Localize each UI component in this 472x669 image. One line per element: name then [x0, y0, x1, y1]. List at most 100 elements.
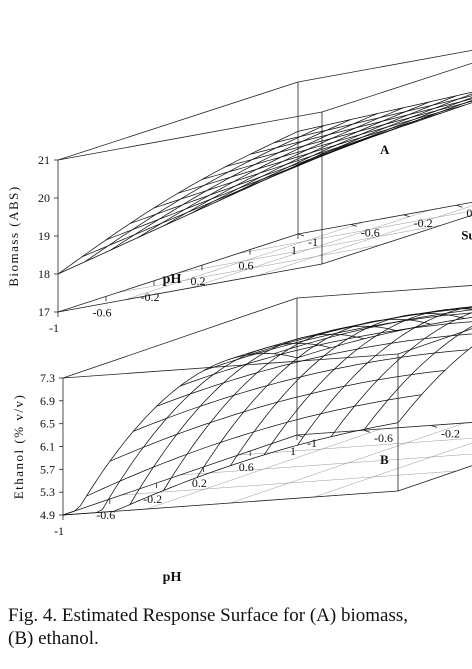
box-edge [321, 214, 472, 265]
floor-grid-line [255, 205, 472, 277]
z-tick-label: 6.9 [40, 394, 55, 408]
x-tick-label: -0.6 [93, 305, 112, 319]
mesh-line [364, 325, 472, 430]
y-tick-label: -0.2 [441, 426, 460, 440]
box-edge [297, 49, 472, 83]
y-tick [363, 429, 371, 433]
y-tick-label: -1 [307, 436, 317, 450]
z-tick-label: 7.3 [40, 371, 55, 385]
mesh-line [273, 95, 472, 144]
box-edge [296, 285, 472, 299]
box-edge [57, 111, 323, 161]
y-tick [350, 224, 357, 227]
box-edge [297, 201, 472, 235]
mesh-line [249, 98, 472, 155]
mesh-line [96, 343, 331, 513]
mesh-line [297, 306, 472, 446]
z-tick-label: 6.1 [40, 440, 55, 454]
mesh-line [189, 101, 431, 215]
x-tick-label: 0.6 [239, 460, 254, 474]
mesh-line [225, 100, 472, 167]
x-axis-label: pH [163, 272, 182, 287]
mesh-line [297, 91, 472, 132]
z-axis-label: Biomass (ABS) [6, 185, 21, 286]
mesh-line [330, 312, 472, 437]
x-tick-label: -0.6 [96, 508, 115, 522]
surface-mesh [62, 306, 472, 516]
mesh-line [137, 113, 378, 239]
y-tick-label: -0.6 [374, 431, 393, 445]
y-tick-label: 0.2 [466, 206, 472, 220]
mesh-line [295, 100, 472, 167]
floor-grid-line [237, 210, 472, 254]
box-edge [62, 353, 399, 379]
y-axis-label: Substrate(°Brix) [461, 228, 472, 243]
y-tick [456, 204, 463, 208]
x-tick-label: 1 [291, 243, 297, 257]
caption-line-1: Fig. 4. Estimated Response Surface for (… [8, 605, 408, 626]
floor-grid-line [230, 422, 465, 504]
caption-line-2: (B) ethanol. [8, 628, 99, 649]
mesh-line [179, 321, 472, 387]
z-tick-label: 4.9 [40, 508, 55, 522]
mesh-line [397, 346, 472, 424]
box-edge [62, 434, 298, 516]
mesh-line [110, 119, 351, 251]
x-tick-label: 0.2 [192, 476, 207, 490]
mesh-line [129, 333, 365, 505]
mesh-line [62, 422, 399, 516]
box-edge [57, 233, 299, 313]
z-tick-label: 6.5 [40, 417, 55, 431]
floor-grid [57, 202, 472, 313]
x-axis-label: pH [163, 570, 182, 585]
mesh-line [84, 125, 325, 263]
mesh-line [57, 131, 299, 275]
mesh-line [156, 333, 472, 407]
box-edge [62, 297, 298, 379]
z-tick-label: 19 [38, 229, 50, 243]
mesh-line [230, 313, 465, 466]
mesh-line [203, 312, 472, 372]
mesh-line [269, 97, 472, 179]
x-tick-label: 0.2 [191, 274, 206, 288]
z-tick-label: 5.7 [40, 462, 55, 476]
y-tick [430, 425, 438, 428]
x-tick-label: -0.2 [143, 492, 162, 506]
z-axis-label: Ethanol (% v/v) [11, 394, 26, 500]
mesh-line [201, 104, 467, 180]
x-tick-label: -1 [54, 524, 64, 538]
box-edge [397, 465, 472, 492]
box-edge [397, 328, 472, 355]
z-tick-label: 5.3 [40, 485, 55, 499]
box-edge [321, 62, 472, 113]
mesh-line [216, 95, 457, 203]
panel-label: B [380, 452, 389, 467]
figure: 17 18 19 20 21 Biomass (ABS) -1 -0.6 -0.2 0.2 0.6 1… [6, 49, 472, 585]
z-tick-label: 20 [38, 191, 50, 205]
x-tick-label: 1 [290, 444, 296, 458]
floor-grid-line [238, 438, 472, 456]
y-tick [403, 214, 410, 218]
floor-grid-line [314, 442, 472, 498]
box-edge [296, 422, 472, 436]
box-edge [57, 81, 299, 161]
mesh-line [296, 316, 472, 359]
floor-grid-line [321, 214, 472, 265]
z-tick-label: 21 [38, 153, 50, 167]
panel-label: A [380, 142, 390, 157]
mesh-line [109, 370, 445, 462]
surface-plot-A: 17 18 19 20 21 Biomass (ABS) -1 -0.6 -0.2 0.2 0.6 1… [6, 49, 472, 335]
y-tick-label: -0.6 [361, 225, 380, 239]
mesh-line [273, 309, 472, 355]
mesh-line [321, 102, 472, 155]
x-tick-label: 0.6 [239, 259, 254, 273]
x-tick-label: -0.2 [141, 290, 160, 304]
box-edge [57, 263, 323, 313]
box-edge [62, 490, 399, 516]
y-tick [296, 434, 304, 438]
mesh-line [250, 306, 472, 355]
y-tick [297, 233, 305, 237]
x-tick-label: -1 [49, 321, 59, 335]
mesh-line [163, 107, 404, 227]
mesh-line [133, 349, 469, 432]
